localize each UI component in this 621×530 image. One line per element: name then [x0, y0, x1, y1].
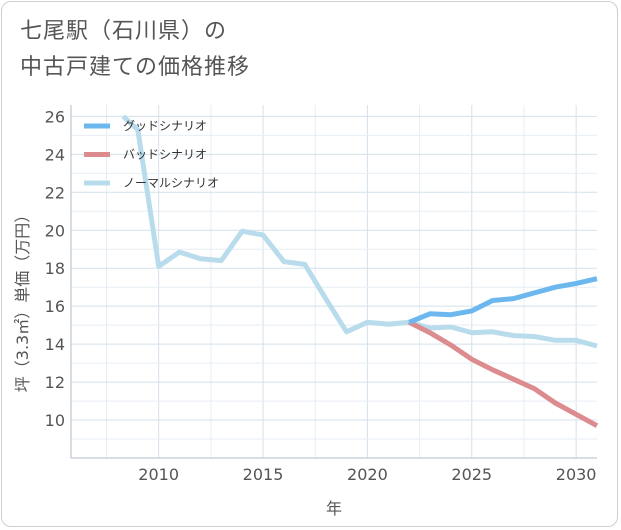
- y-tick-label: 20: [45, 221, 65, 240]
- chart-title-line-1: 七尾駅（石川県）の: [20, 19, 228, 44]
- tick-labels: 2010 2015 2020 2025 2030 10 12 14 16 18 20 22 24 26: [45, 107, 597, 484]
- series-line-0: [408, 276, 598, 325]
- y-tick-label: 14: [45, 335, 65, 354]
- legend-label: グッドシナリオ: [123, 119, 207, 133]
- legend-label: バッドシナリオ: [123, 148, 207, 162]
- y-tick-label: 24: [45, 145, 65, 164]
- chart-title: 七尾駅（石川県）の 中古戸建ての価格推移: [20, 14, 250, 86]
- x-tick-label: 2025: [451, 465, 492, 484]
- y-tick-label: 16: [45, 297, 65, 316]
- x-tick-label: 2030: [556, 465, 597, 484]
- series-line-2: [121, 114, 598, 349]
- chart-title-line-2: 中古戸建ての価格推移: [20, 55, 251, 80]
- y-tick-label: 10: [45, 411, 65, 430]
- x-tick-label: 2020: [347, 465, 388, 484]
- y-tick-label: 12: [45, 373, 65, 392]
- y-tick-label: 26: [45, 107, 65, 126]
- x-tick-label: 2010: [138, 465, 179, 484]
- x-axis-label: 年: [326, 499, 342, 518]
- y-tick-label: 22: [45, 183, 65, 202]
- series-lines: [121, 114, 599, 428]
- x-tick-label: 2015: [243, 465, 284, 484]
- series-line-1: [407, 320, 599, 428]
- y-tick-label: 18: [45, 259, 65, 278]
- axes: [70, 105, 597, 459]
- legend-label: ノーマルシナリオ: [123, 176, 219, 190]
- y-axis-label: 坪（3.3㎡）単価（万円）: [13, 207, 32, 392]
